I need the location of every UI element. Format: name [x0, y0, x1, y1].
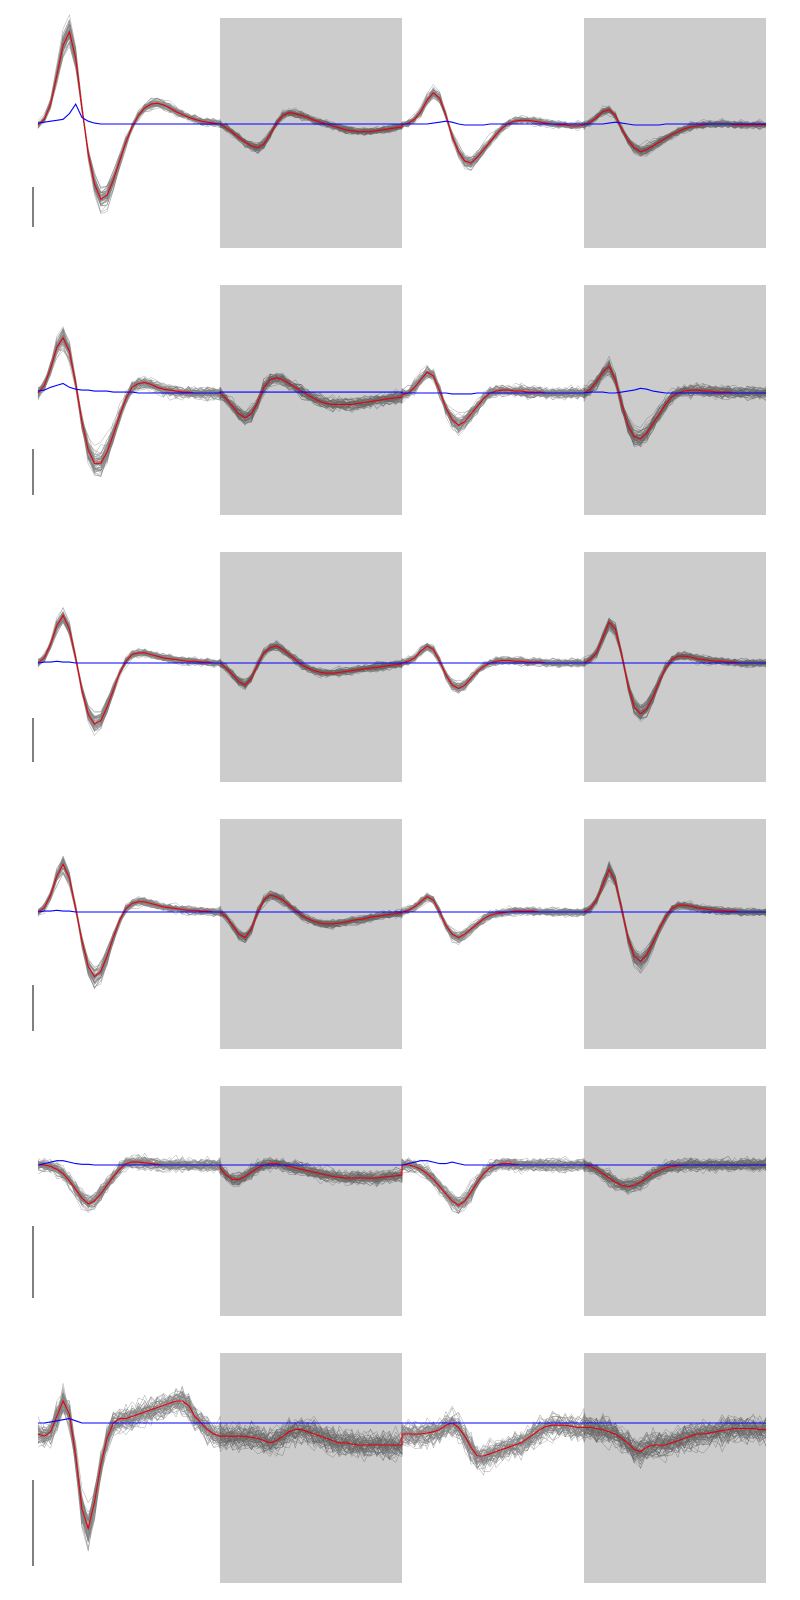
waveform-trace [37, 620, 767, 718]
waveform-trace [37, 864, 767, 983]
panel-4 [32, 819, 767, 1049]
std-waveform-line [37, 660, 766, 664]
std-waveform-line [38, 1418, 766, 1424]
std-waveform-line [37, 909, 766, 913]
shaded-channel-band [584, 285, 766, 515]
std-waveform-line [37, 1160, 766, 1166]
shaded-channel-band [220, 1086, 402, 1316]
std-waveform-line [37, 382, 766, 395]
panel-2 [32, 285, 767, 515]
shaded-channel-band [584, 819, 766, 1049]
panel-1 [32, 14, 767, 248]
shaded-channel-band [584, 1086, 766, 1316]
waveform-trace [37, 341, 767, 454]
panel-3 [32, 552, 767, 782]
panel-5 [32, 1086, 767, 1316]
shaded-channel-band [584, 1353, 766, 1583]
panel-6 [32, 1353, 767, 1583]
std-waveform-line [37, 102, 766, 126]
shaded-channel-band [584, 552, 766, 782]
shaded-channel-band [220, 1353, 402, 1583]
mean-waveform-line [37, 30, 766, 200]
mean-waveform-line [37, 336, 766, 464]
mean-waveform-line [37, 1399, 766, 1531]
waveform-trace [37, 333, 767, 474]
shaded-channel-band [220, 819, 402, 1049]
